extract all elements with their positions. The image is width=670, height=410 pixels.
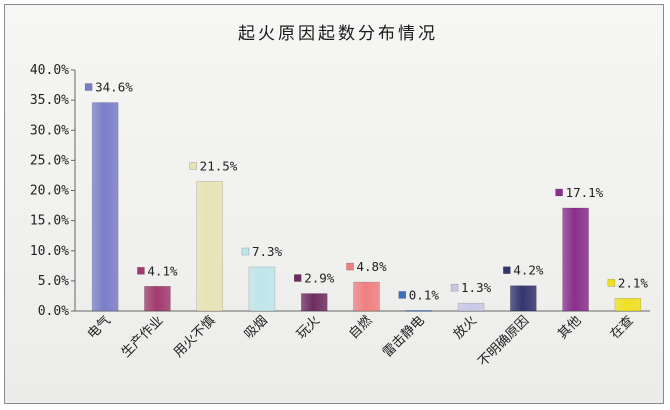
bar <box>614 298 642 312</box>
chart-frame: 起火原因起数分布情况 0.0% 5.0% 10.0% 15.0% 20.0% 25.0% 3… <box>4 4 664 404</box>
data-label-marker <box>555 188 563 197</box>
x-category-label: 雷击静电 <box>380 313 427 360</box>
data-label-marker <box>346 262 354 271</box>
x-category-label: 放火 <box>451 313 480 342</box>
data-label: 0.1% <box>409 287 440 302</box>
bar-chart: 起火原因起数分布情况 0.0% 5.0% 10.0% 15.0% 20.0% 25.0% 3… <box>30 24 650 370</box>
data-label-marker <box>503 266 511 274</box>
data-label: 7.3% <box>252 244 283 259</box>
bar <box>405 310 433 312</box>
y-tick-label: 25.0% <box>30 153 69 168</box>
x-category-label: 吸烟 <box>242 313 271 342</box>
bar <box>457 302 485 312</box>
y-tick-label: 20.0% <box>30 184 69 199</box>
bar <box>248 266 276 312</box>
data-label-marker <box>84 83 93 91</box>
chart-title: 起火原因起数分布情况 <box>238 24 438 44</box>
x-category-label: 自燃 <box>346 313 376 343</box>
x-category-label: 其他 <box>555 313 584 342</box>
y-tick-label: 0.0% <box>38 304 69 319</box>
x-category-label: 不明确原因 <box>476 313 533 370</box>
y-tick-label: 15.0% <box>30 214 69 229</box>
bar <box>510 285 537 312</box>
bar <box>300 293 328 312</box>
y-tick-label: 10.0% <box>30 244 69 259</box>
data-label-marker <box>189 162 197 170</box>
x-category-label: 电气 <box>84 313 114 343</box>
bar <box>144 286 171 312</box>
data-label: 1.3% <box>461 280 492 295</box>
x-category-label: 玩火 <box>294 313 323 342</box>
data-label: 2.1% <box>618 275 649 290</box>
data-label: 34.6% <box>95 80 133 95</box>
data-label-marker <box>241 247 250 256</box>
bar <box>196 181 223 312</box>
y-tick-label: 40.0% <box>30 63 69 78</box>
data-label: 2.9% <box>304 271 335 286</box>
y-tick-label: 35.0% <box>30 93 69 108</box>
data-label: 17.1% <box>566 185 604 200</box>
data-label-marker <box>398 291 407 299</box>
data-label-marker <box>607 279 616 287</box>
bar <box>562 207 589 312</box>
y-tick-label: 5.0% <box>38 274 69 289</box>
x-category-label: 在查 <box>608 313 637 342</box>
y-tick-label: 30.0% <box>30 123 69 138</box>
data-label: 21.5% <box>200 158 238 173</box>
data-label-marker <box>137 267 145 275</box>
bar <box>353 281 380 312</box>
x-category-label: 生产作业 <box>119 313 166 360</box>
data-label: 4.8% <box>357 259 388 274</box>
data-label-marker <box>293 274 302 282</box>
data-label: 4.1% <box>147 263 178 278</box>
bar <box>91 102 119 312</box>
data-label: 4.2% <box>513 263 544 278</box>
x-category-label: 用火不慎 <box>171 313 218 360</box>
data-label-marker <box>450 283 459 292</box>
